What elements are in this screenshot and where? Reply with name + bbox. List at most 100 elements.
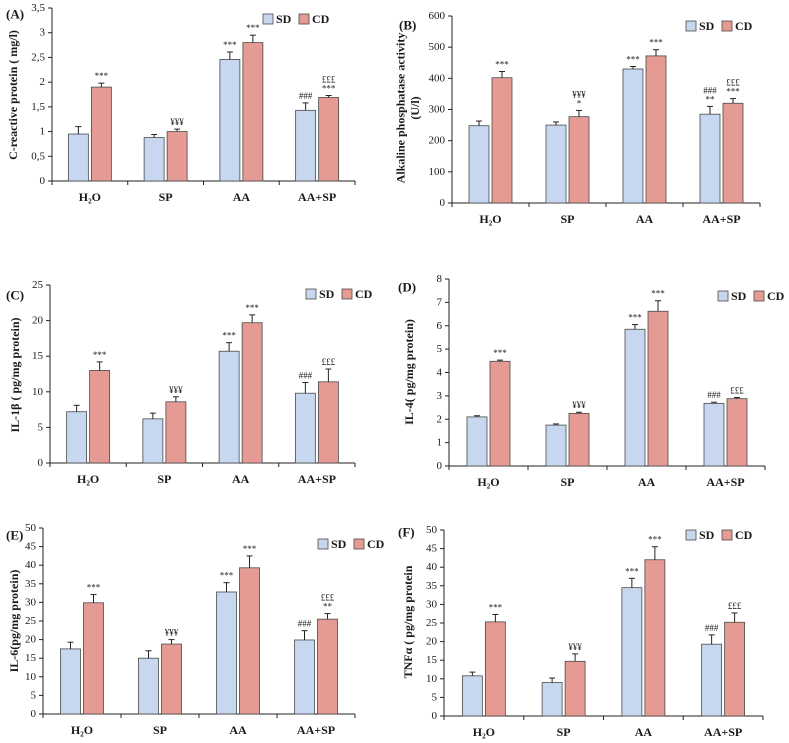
y-tick-label: 1 (40, 126, 46, 138)
y-tick-label: 15 (32, 350, 44, 362)
y-tick-label: 0 (40, 175, 46, 187)
y-axis-label-line: TNFα ( pg/mg protein (401, 565, 415, 678)
y-tick-label: 25 (32, 279, 44, 291)
legend-label-cd: CD (355, 287, 373, 301)
y-tick-label: 10 (426, 673, 438, 685)
y-tick-label: 0,5 (31, 150, 45, 162)
y-tick-label: 20 (32, 315, 44, 327)
legend-label-sd: SD (319, 287, 335, 301)
significance-label: *** (246, 23, 260, 33)
legend-swatch-cd (353, 538, 365, 550)
significance-label: £££ (321, 593, 335, 603)
chart-panel-1: (A) 0 0,5 1 1,5 2 2,5 3 3,5 H₂O SP AA AA+SP C-reactiv… (6, 2, 356, 204)
bar-sd-4 (699, 113, 721, 204)
y-tick-label: 10 (25, 671, 37, 683)
bar-sd-2 (143, 137, 165, 182)
significance-label: ### (703, 85, 717, 95)
y-tick-label: 30 (426, 598, 438, 610)
legend-label-cd: CD (312, 12, 330, 26)
category-label: AA (636, 212, 654, 226)
y-tick-label: 25 (426, 617, 438, 629)
significance-label: ### (298, 619, 312, 629)
legend: SD CD (305, 287, 373, 301)
significance-label: £££ (322, 74, 336, 84)
bar-sd-3 (621, 587, 643, 717)
category-label: AA+SP (298, 472, 336, 486)
legend-swatch-cd (721, 529, 733, 541)
y-tick-label: 300 (429, 104, 446, 116)
y-axis-label-line: (U/l) (408, 96, 422, 119)
y-tick-label: 7 (437, 296, 443, 308)
significance-label: ### (705, 623, 719, 633)
y-tick-label: 3 (40, 27, 46, 39)
category-label: H₂O (77, 472, 99, 486)
bar-cd-1 (484, 621, 506, 717)
significance-label: *** (222, 331, 236, 341)
significance-label: ### (299, 91, 313, 101)
bar-sd-4 (295, 109, 317, 182)
y-tick-label: 5 (432, 691, 438, 703)
significance-label: ¥¥¥ (568, 642, 582, 652)
legend-label-cd: CD (767, 289, 785, 303)
legend-label-sd: SD (699, 528, 715, 542)
significance-label: ** (323, 602, 333, 612)
bar-cd-3 (239, 567, 260, 715)
legend-label-cd: CD (735, 19, 753, 33)
bar-sd-3 (219, 59, 241, 182)
bar-cd-1 (89, 370, 111, 464)
y-tick-label: 20 (426, 636, 438, 648)
bar-cd-1 (489, 360, 511, 467)
bar-cd-2 (568, 413, 590, 467)
bar-cd-3 (647, 310, 669, 467)
bar-sd-4 (294, 639, 315, 715)
legend: SD CD (317, 537, 385, 551)
legend: SD CD (685, 528, 753, 542)
y-tick-label: 50 (25, 522, 37, 534)
bar-cd-2 (165, 401, 187, 464)
bar-sd-2 (545, 124, 567, 204)
bar-sd-3 (216, 591, 237, 715)
legend-swatch-cd (753, 290, 765, 302)
significance-label: * (577, 98, 582, 108)
y-tick-label: 1,5 (31, 101, 45, 113)
panel-label: (A) (6, 7, 24, 22)
significance-label: *** (220, 571, 234, 581)
y-tick-label: 2,5 (31, 51, 45, 63)
category-label: AA (232, 472, 250, 486)
y-tick-label: 3,5 (31, 2, 45, 14)
category-label: AA+SP (702, 212, 740, 226)
y-tick-label: 35 (426, 580, 438, 592)
bar-cd-4 (724, 621, 746, 717)
significance-label: £££ (726, 78, 740, 88)
bar-cd-2 (166, 131, 188, 182)
significance-label: £££ (730, 386, 744, 396)
category-label: AA (229, 723, 247, 737)
y-axis-label-line: IL-4( pg/mg protein) (402, 319, 416, 425)
y-tick-label: 0 (440, 197, 446, 209)
y-tick-label: 25 (25, 615, 37, 627)
bar-sd-2 (545, 424, 567, 467)
y-tick-label: 400 (429, 72, 446, 84)
significance-label: *** (626, 54, 640, 64)
significance-label: ¥¥¥ (169, 385, 183, 395)
chart-panel-5: (E) 0 5 10 15 20 25 30 35 40 45 50 H₂O SP AA AA+SP IL-6(… (6, 522, 385, 737)
category-label: SP (557, 725, 571, 739)
y-tick-label: 2 (40, 76, 46, 88)
bar-sd-1 (466, 416, 488, 467)
y-tick-label: 0 (38, 457, 44, 469)
bar-sd-2 (138, 657, 159, 715)
y-axis-label: IL-1β ( pg/mg protein) (8, 317, 22, 432)
bar-sd-4 (703, 402, 725, 467)
y-tick-label: 500 (429, 41, 446, 53)
category-label: SP (159, 190, 173, 204)
bar-cd-2 (564, 660, 586, 717)
bar-cd-2 (161, 643, 182, 715)
bar-cd-1 (90, 86, 112, 182)
y-tick-label: 4 (437, 367, 443, 379)
legend-swatch-sd (685, 20, 697, 32)
panel-label: (E) (6, 528, 23, 543)
significance-label: *** (493, 348, 507, 358)
legend-swatch-sd (717, 290, 729, 302)
category-label: H₂O (477, 475, 499, 489)
bar-sd-3 (218, 350, 240, 464)
